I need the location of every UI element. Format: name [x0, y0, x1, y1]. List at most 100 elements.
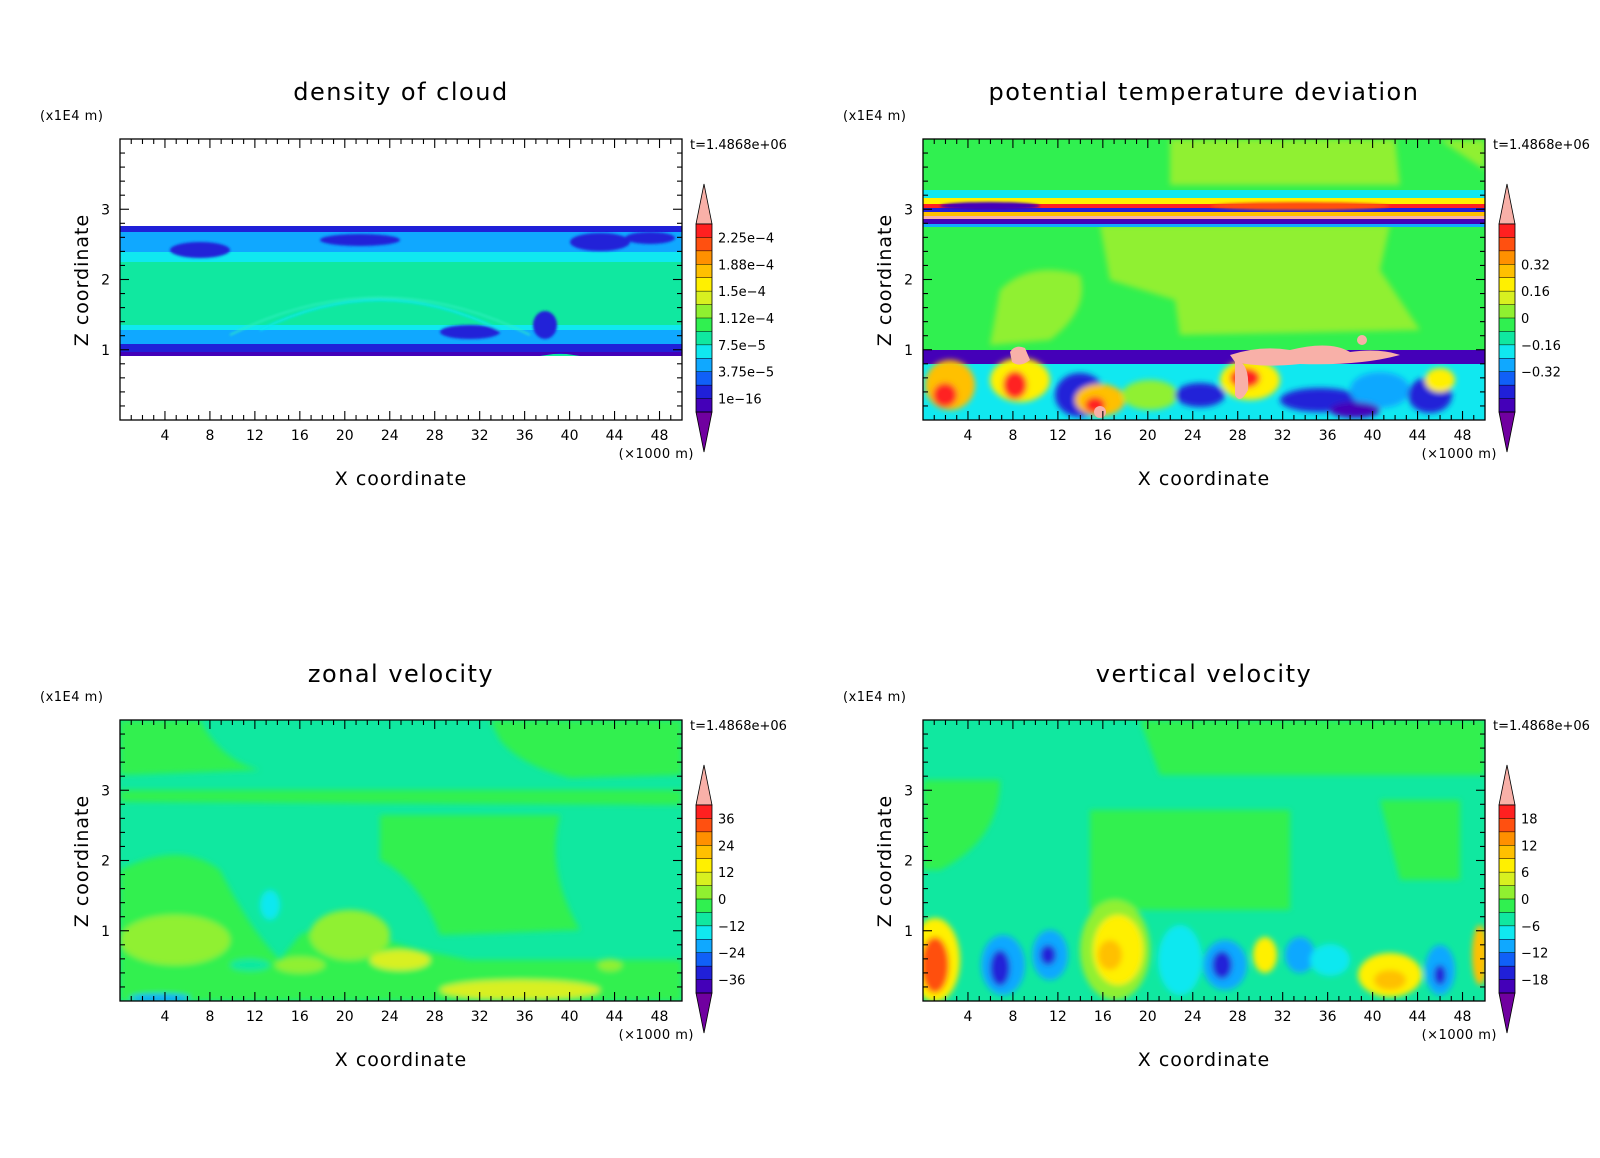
x-tick-label: 20 — [336, 1009, 354, 1025]
colorbar-label: 0 — [1521, 312, 1529, 327]
colorbar-extend-max — [695, 764, 713, 806]
x-tick-label: 28 — [426, 428, 444, 444]
colorbar-band — [696, 250, 712, 265]
colorbar-band — [1499, 358, 1515, 373]
plot-area-vertical — [923, 720, 1485, 1001]
x-tick-label: 16 — [1094, 1009, 1112, 1025]
x-tick-label: 16 — [291, 1009, 309, 1025]
colorbar-band — [696, 818, 712, 833]
colorbar-label: 6 — [1521, 866, 1529, 881]
x-tick-label: 24 — [381, 428, 399, 444]
colorbar-band — [696, 237, 712, 252]
y-tick-label: 1 — [101, 343, 110, 359]
x-tick-label: 40 — [1364, 1009, 1382, 1025]
time-label: t=1.4868e+06 — [690, 138, 787, 153]
x-tick-label: 36 — [516, 428, 534, 444]
x-tick-label: 32 — [1274, 1009, 1292, 1025]
colorbar-band — [696, 952, 712, 967]
colorbar-band — [1499, 385, 1515, 400]
colorbar-band — [696, 264, 712, 279]
colorbar-band — [696, 224, 712, 238]
colorbar-band — [1499, 264, 1515, 279]
colorbar-band — [1499, 939, 1515, 954]
colorbar-extend-min — [695, 411, 713, 453]
y-tick-label: 3 — [904, 202, 913, 218]
y-tick-label: 2 — [904, 854, 913, 870]
colorbar-band — [1499, 979, 1515, 994]
y-tick-label: 1 — [904, 924, 913, 940]
colorbar-label: 0.32 — [1521, 258, 1550, 273]
x-tick-label: 36 — [1319, 428, 1337, 444]
x-tick-label: 8 — [205, 428, 214, 444]
x-tick-label: 24 — [381, 1009, 399, 1025]
colorbar-label: −12 — [1521, 947, 1548, 962]
time-label: t=1.4868e+06 — [690, 719, 787, 734]
colorbar-extend-max — [695, 183, 713, 225]
colorbar-band — [696, 872, 712, 887]
colorbar-band — [696, 925, 712, 940]
x-unit-label: (×1000 m) — [1422, 447, 1497, 462]
time-label: t=1.4868e+06 — [1493, 719, 1590, 734]
x-tick-label: 12 — [1049, 1009, 1067, 1025]
time-label: t=1.4868e+06 — [1493, 138, 1590, 153]
colorbar-band — [696, 398, 712, 413]
x-tick-label: 32 — [471, 428, 489, 444]
colorbar: 1e−16 3.75e−5 7.5e−5 1.12e−4 1.5e−4 1.88e−4 2.… — [695, 183, 774, 453]
x-tick-label: 44 — [1409, 1009, 1427, 1025]
x-tick-label: 48 — [1454, 1009, 1472, 1025]
colorbar-band — [696, 304, 712, 319]
colorbar-band — [696, 966, 712, 981]
x-tick-label: 28 — [1229, 1009, 1247, 1025]
colorbar-band — [1499, 318, 1515, 332]
colorbar-label: 36 — [718, 812, 735, 827]
colorbar-extend-min — [1498, 411, 1516, 453]
x-tick-label: 36 — [516, 1009, 534, 1025]
panel-title: vertical velocity — [1096, 660, 1312, 688]
x-tick-label: 24 — [1184, 428, 1202, 444]
colorbar-extend-min — [695, 992, 713, 1034]
colorbar-band — [696, 385, 712, 400]
x-tick-label: 44 — [606, 428, 624, 444]
colorbar-band — [696, 358, 712, 373]
y-unit-label: (x1E4 m) — [843, 109, 906, 124]
colorbar-label: −18 — [1521, 974, 1548, 989]
x-tick-label: 44 — [1409, 428, 1427, 444]
colorbar-band — [1499, 331, 1515, 346]
x-tick-label: 12 — [1049, 428, 1067, 444]
y-axis-label: Z coordinate — [71, 795, 93, 927]
colorbar-band — [696, 885, 712, 900]
y-tick-label: 2 — [101, 273, 110, 289]
x-tick-label: 32 — [1274, 428, 1292, 444]
colorbar-band — [696, 845, 712, 860]
colorbar-label: 1.5e−4 — [718, 285, 766, 300]
y-tick-label: 1 — [101, 924, 110, 940]
colorbar-band — [696, 344, 712, 359]
colorbar-band — [696, 805, 712, 819]
colorbar-band — [696, 979, 712, 994]
x-tick-label: 40 — [1364, 428, 1382, 444]
colorbar-label: −12 — [718, 920, 745, 935]
colorbar-extend-max — [1498, 764, 1516, 806]
y-tick-label: 3 — [101, 783, 110, 799]
colorbar-band — [696, 291, 712, 306]
x-tick-label: 28 — [426, 1009, 444, 1025]
colorbar-label: 0.16 — [1521, 285, 1550, 300]
colorbar-label: −0.32 — [1521, 366, 1561, 381]
colorbar-label: −6 — [1521, 920, 1540, 935]
x-axis-label: X coordinate — [1138, 1049, 1270, 1071]
x-tick-label: 4 — [160, 1009, 169, 1025]
x-tick-label: 48 — [651, 428, 669, 444]
colorbar-label: −36 — [718, 974, 745, 989]
panel-title: density of cloud — [293, 78, 508, 106]
colorbar-band — [696, 831, 712, 846]
colorbar-band — [696, 318, 712, 332]
colorbar-band — [1499, 304, 1515, 319]
colorbar-band — [1499, 858, 1515, 873]
x-axis-label: X coordinate — [335, 1049, 467, 1071]
colorbar: −0.32 −0.16 0 0.16 0.32 — [1498, 183, 1561, 453]
panel-title: zonal velocity — [308, 660, 494, 688]
